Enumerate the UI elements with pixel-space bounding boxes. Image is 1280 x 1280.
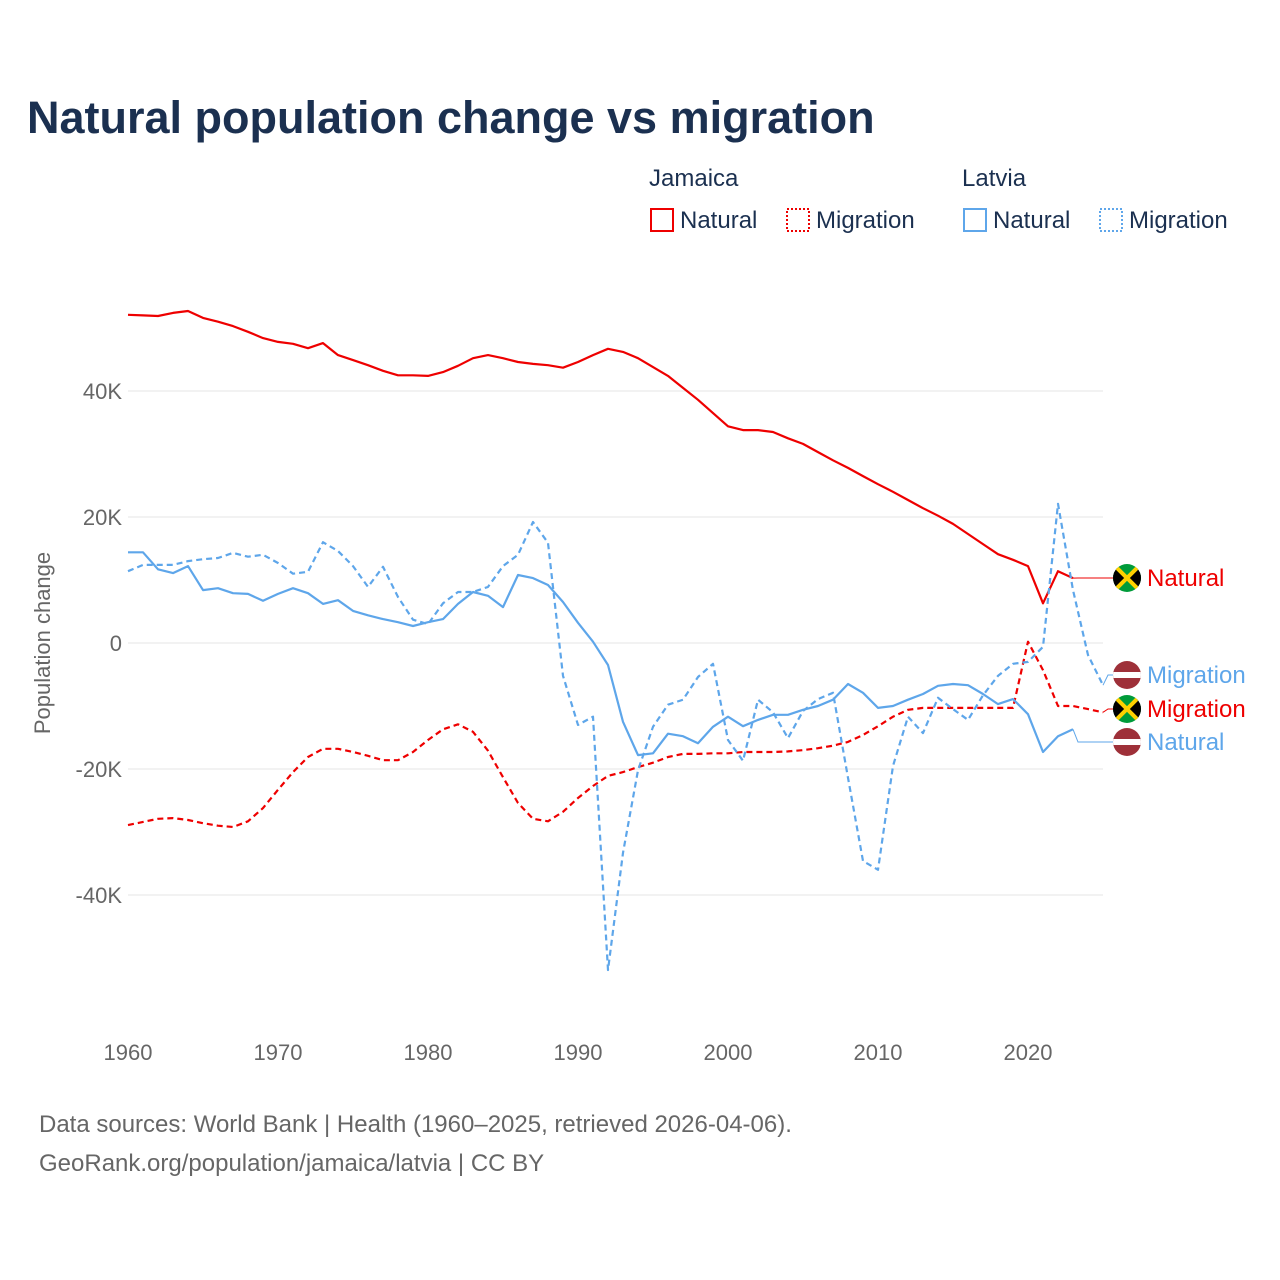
series-line-latvia-migration [127,502,1104,972]
y-tick-label: 40K [83,379,122,404]
end-label-latvia-migration: Migration [1147,662,1246,689]
legend-label-latvia-migration: Migration [1129,207,1228,234]
y-axis-label: Population change [30,552,55,734]
flag-body [1113,695,1141,723]
chart-title: Natural population change vs migration [27,92,875,143]
y-tick-label: 20K [83,505,122,530]
footer-sources: Data sources: World Bank | Health (1960–… [39,1111,792,1138]
x-tick-label: 1980 [404,1040,453,1065]
y-tick-label: -40K [76,883,123,908]
legend-group-latvia: Latvia [962,165,1027,192]
flag-white-stripe [1113,739,1141,745]
legend-swatch-latvia-migration [1099,208,1123,232]
legend-group-jamaica: Jamaica [649,165,739,192]
x-tick-label: 2020 [1004,1040,1053,1065]
leader-line [1102,708,1113,713]
end-label-jamaica-natural: Natural [1147,565,1224,592]
jamaica-flag-icon [1113,695,1141,723]
x-tick-label: 1970 [254,1040,303,1065]
legend-label-jamaica-migration: Migration [816,207,915,234]
series-line-jamaica-migration [127,640,1104,829]
leader-line [1072,729,1113,743]
legend-label-jamaica-natural: Natural [680,207,757,234]
jamaica-flag-icon [1113,564,1141,592]
x-tick-label: 1990 [554,1040,603,1065]
x-tick-label: 2000 [704,1040,753,1065]
end-labels: Natural Migration Natural Migration [1072,564,1246,756]
x-tick-label: 2010 [854,1040,903,1065]
leader-line [1102,674,1113,686]
flag-white-stripe [1113,672,1141,678]
flag-saltire [1113,564,1141,592]
flag-body [1113,728,1141,756]
flag-body [1113,564,1141,592]
y-tick-labels: -40K -20K 0 20K 40K [76,379,123,908]
end-label-latvia-natural: Natural [1147,729,1224,756]
x-tick-label: 1960 [104,1040,153,1065]
gridlines [128,390,1103,896]
legend-label-latvia-natural: Natural [993,207,1070,234]
y-tick-label: 0 [110,631,122,656]
legend: Jamaica Latvia Natural Migration Natural… [649,165,1228,234]
flag-body [1113,661,1141,689]
series-lines [127,309,1104,972]
legend-swatch-jamaica-migration [786,208,810,232]
series-line-latvia-natural [128,551,1074,757]
flag-saltire [1113,695,1141,723]
x-tick-labels: 1960 1970 1980 1990 2000 2010 2020 [104,1040,1053,1065]
legend-swatch-jamaica-natural [650,208,674,232]
footer-attribution: GeoRank.org/population/jamaica/latvia | … [39,1150,544,1177]
latvia-flag-icon [1113,661,1141,689]
legend-swatch-latvia-natural [963,208,987,232]
y-tick-label: -20K [76,757,123,782]
end-label-jamaica-migration: Migration [1147,696,1246,723]
series-line-jamaica-natural [127,309,1074,605]
latvia-flag-icon [1113,728,1141,756]
